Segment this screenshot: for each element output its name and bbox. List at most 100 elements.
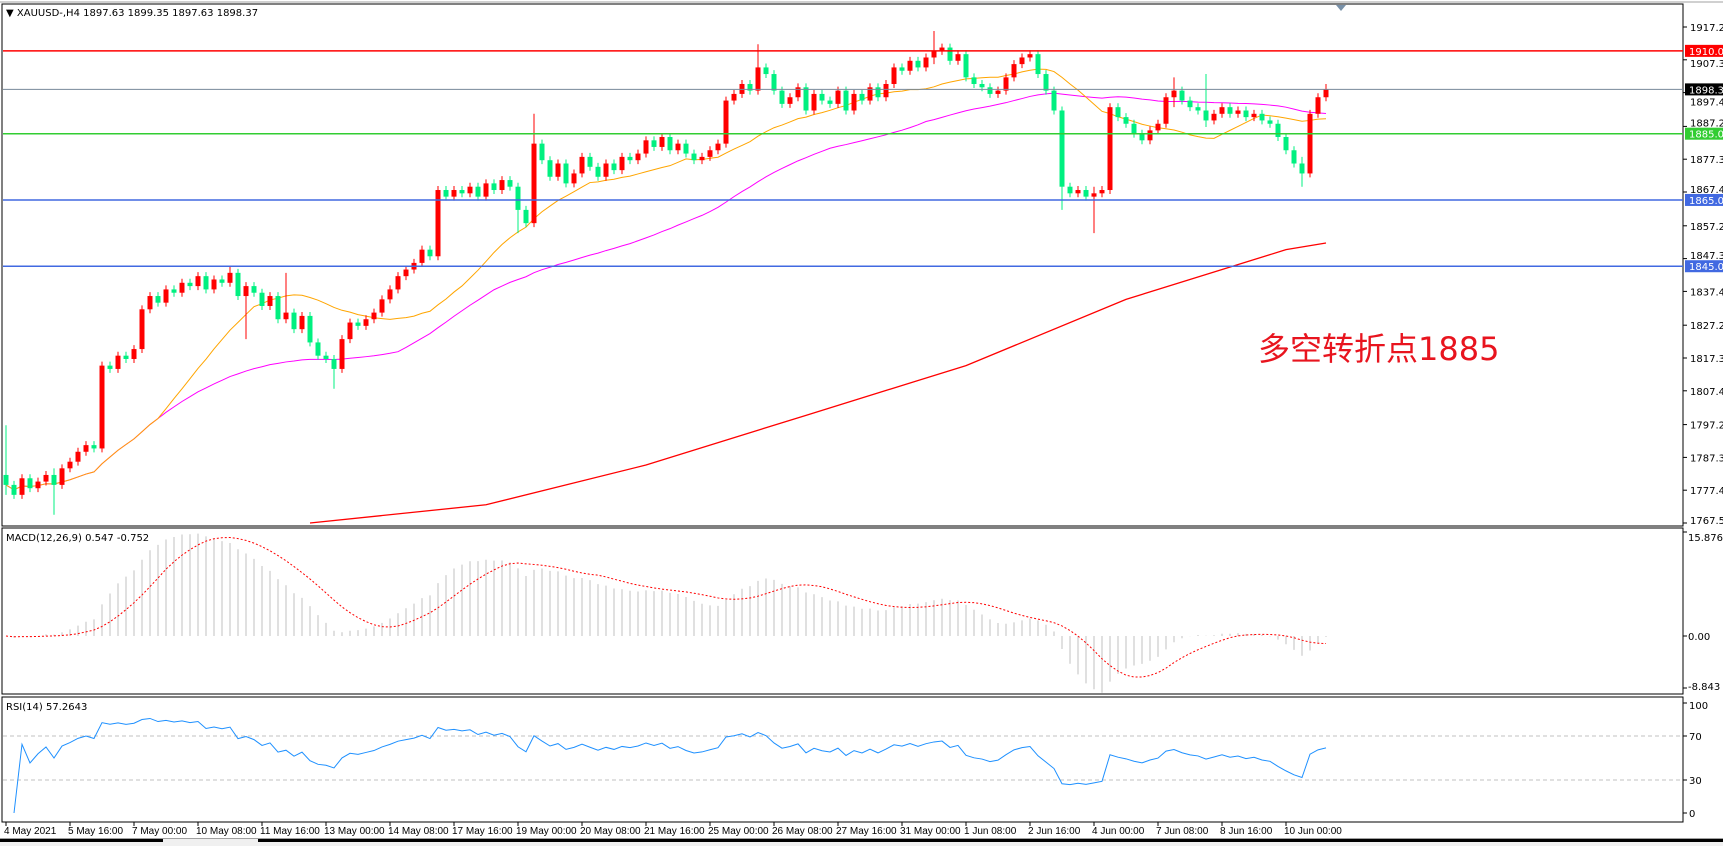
candle (955, 50, 961, 65)
candle-body (219, 279, 225, 283)
candle-body (859, 93, 865, 101)
candle-body (315, 342, 321, 356)
level-tag-label: 1898.37 (1689, 85, 1723, 96)
candle (1251, 109, 1257, 122)
candle (771, 70, 777, 95)
candle-body (1251, 113, 1257, 118)
candle (1171, 77, 1177, 108)
candle-body (763, 67, 769, 75)
candle (859, 89, 865, 105)
candle (523, 205, 529, 228)
candle-body (747, 83, 753, 91)
price-axis: 1917.20 1907.30 1897.40 1887.20 1877.30 1867.… (1683, 23, 1723, 527)
candle-body (43, 474, 49, 482)
candle (1267, 116, 1273, 128)
candle-body (627, 156, 633, 161)
candle (819, 89, 825, 105)
time-tick-label: 21 May 16:00 (644, 826, 705, 837)
price-tick-label: 1867.40 (1690, 185, 1723, 196)
candle (11, 480, 17, 499)
candle-body (563, 163, 569, 184)
candle (1275, 119, 1281, 141)
time-tick-label: 4 Jun 00:00 (1092, 826, 1145, 837)
time-tick-label: 10 May 08:00 (196, 826, 257, 837)
candle (219, 275, 225, 287)
candle (123, 351, 129, 363)
candle-body (1019, 57, 1025, 65)
candle (891, 63, 897, 88)
price-tick-label: 1797.20 (1690, 421, 1723, 432)
candle (1283, 133, 1289, 155)
rsi-pane[interactable] (1, 696, 1684, 823)
macd-pane[interactable] (1, 527, 1684, 695)
candle (195, 272, 201, 291)
candle-body (835, 90, 841, 104)
candle (363, 315, 369, 330)
candle-body (795, 87, 801, 98)
candle-body (379, 299, 385, 313)
candle (675, 139, 681, 155)
candle (1027, 50, 1033, 62)
candle (211, 275, 217, 294)
horizontal-scrollbar[interactable] (258, 839, 1723, 842)
candle-body (427, 249, 433, 257)
candle (931, 30, 937, 65)
candle-body (267, 296, 273, 306)
candle-body (891, 67, 897, 84)
candle-body (603, 163, 609, 177)
candle (19, 474, 25, 499)
candle (251, 282, 257, 297)
candle (963, 50, 969, 82)
candle-body (1211, 113, 1217, 121)
candle-body (371, 312, 377, 320)
candle-body (131, 349, 137, 359)
candle-body (1299, 163, 1305, 174)
candle (1187, 96, 1193, 112)
candle (507, 176, 513, 191)
candle (595, 162, 601, 181)
candle (827, 96, 833, 108)
candle (731, 89, 737, 105)
candle (339, 335, 345, 373)
candle (1235, 106, 1241, 118)
main-pane[interactable] (1, 3, 1684, 527)
collapse-triangle-icon[interactable]: ▼ (6, 8, 14, 19)
candle-body (499, 180, 505, 191)
candle (147, 292, 153, 314)
candle-body (91, 445, 97, 449)
annotation-text: 多空转折点1885 (1258, 330, 1499, 368)
candle (67, 457, 73, 473)
candle (395, 272, 401, 294)
chart-shift-marker-icon[interactable] (1336, 5, 1346, 11)
candle (83, 441, 89, 456)
candle-body (947, 47, 953, 61)
time-tick-label: 27 May 16:00 (836, 826, 897, 837)
candle-body (1195, 107, 1201, 111)
candle (995, 86, 1001, 98)
candle-body (11, 484, 17, 495)
candle (131, 345, 137, 363)
candle-body (1171, 90, 1177, 98)
candle (851, 89, 857, 115)
candle (1211, 109, 1217, 125)
candle-body (1123, 117, 1129, 124)
time-tick-label: 1 Jun 08:00 (964, 826, 1017, 837)
candle-body (867, 87, 873, 101)
rsi-tick-label: 0 (1689, 809, 1695, 820)
candle (1115, 103, 1121, 122)
candle-body (27, 478, 33, 489)
time-tick-label: 4 May 2021 (4, 826, 57, 837)
candle (483, 179, 489, 201)
candle-body (955, 54, 961, 61)
rsi-plot: 100 70 30 0 (3, 701, 1708, 820)
candle-body (715, 143, 721, 151)
tab-strip-left[interactable] (0, 839, 163, 842)
candle (1163, 93, 1169, 128)
candle-body (1115, 107, 1121, 118)
candle-body (1131, 123, 1137, 134)
candle (379, 295, 385, 317)
candle-body (1067, 186, 1073, 194)
candle-body (475, 186, 481, 197)
time-tick-label: 25 May 00:00 (708, 826, 769, 837)
